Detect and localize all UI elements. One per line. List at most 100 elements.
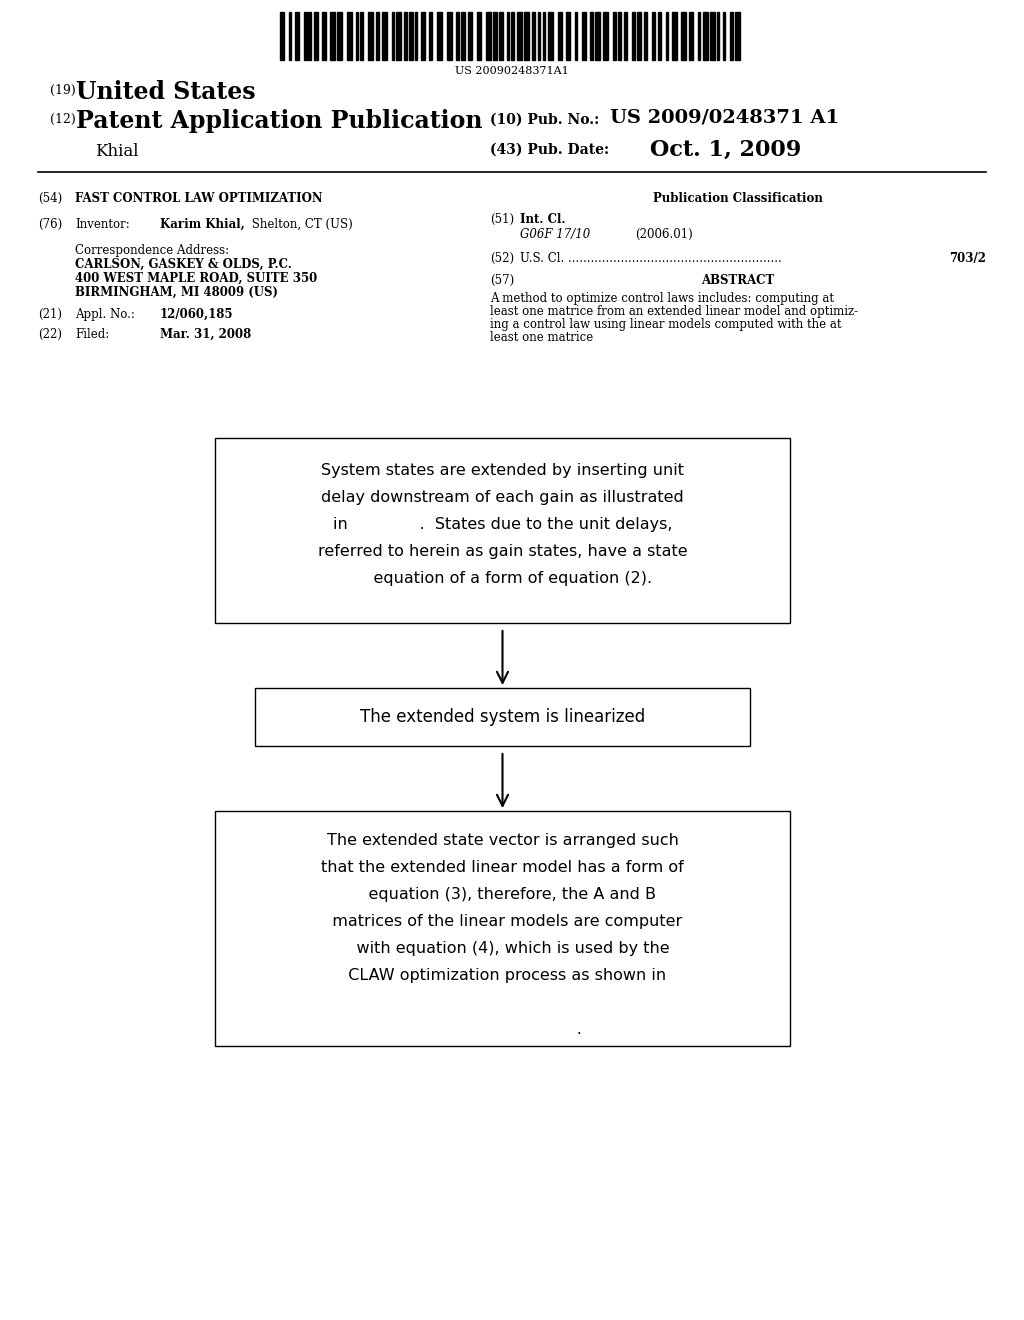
Text: ing a control law using linear models computed with the at: ing a control law using linear models co…	[490, 318, 842, 331]
Bar	[307, 12, 311, 59]
Text: ABSTRACT: ABSTRACT	[701, 275, 774, 286]
Text: Mar. 31, 2008: Mar. 31, 2008	[160, 327, 251, 341]
Text: (76): (76)	[38, 218, 62, 231]
Bar	[499, 12, 503, 59]
Bar	[486, 12, 490, 59]
Bar	[429, 12, 432, 59]
Text: US 20090248371A1: US 20090248371A1	[455, 66, 569, 77]
Bar	[575, 12, 578, 59]
Text: with equation (4), which is used by the: with equation (4), which is used by the	[336, 941, 670, 956]
Bar	[618, 12, 622, 59]
Bar	[215, 438, 790, 623]
Bar	[215, 810, 790, 1045]
Bar	[637, 12, 641, 59]
Text: (2006.01): (2006.01)	[635, 228, 693, 242]
Bar	[595, 12, 600, 59]
Bar	[395, 12, 400, 59]
Bar	[511, 12, 514, 59]
Text: delay downstream of each gain as illustrated: delay downstream of each gain as illustr…	[322, 490, 684, 506]
Text: 400 WEST MAPLE ROAD, SUITE 350: 400 WEST MAPLE ROAD, SUITE 350	[75, 272, 317, 285]
Text: G06F 17/10: G06F 17/10	[520, 228, 590, 242]
Bar	[558, 12, 561, 59]
Bar	[355, 12, 358, 59]
Bar	[524, 12, 529, 59]
Bar	[255, 688, 750, 746]
Bar	[337, 12, 342, 59]
Bar	[382, 12, 387, 59]
Bar	[657, 12, 660, 59]
Bar	[632, 12, 635, 59]
Text: equation of a form of equation (2).: equation of a form of equation (2).	[353, 572, 652, 586]
Bar	[566, 12, 570, 59]
Bar	[280, 12, 284, 59]
Text: referred to herein as gain states, have a state: referred to herein as gain states, have …	[317, 544, 687, 558]
Text: Correspondence Address:: Correspondence Address:	[75, 244, 229, 257]
Bar	[583, 12, 586, 59]
Bar	[437, 12, 442, 59]
Text: 703/2: 703/2	[949, 252, 986, 265]
Text: US 2009/0248371 A1: US 2009/0248371 A1	[610, 110, 840, 127]
Text: Int. Cl.: Int. Cl.	[520, 213, 565, 226]
Text: equation (3), therefore, the A and B: equation (3), therefore, the A and B	[348, 887, 656, 902]
Text: (43) Pub. Date:: (43) Pub. Date:	[490, 143, 609, 157]
Text: Patent Application Publication: Patent Application Publication	[76, 110, 482, 133]
Text: in              .  States due to the unit delays,: in . States due to the unit delays,	[333, 517, 672, 532]
Bar	[689, 12, 693, 59]
Bar	[421, 12, 425, 59]
Bar	[717, 12, 720, 59]
Text: CARLSON, GASKEY & OLDS, P.C.: CARLSON, GASKEY & OLDS, P.C.	[75, 257, 292, 271]
Bar	[347, 12, 351, 59]
Text: (19): (19)	[50, 84, 76, 96]
Bar	[652, 12, 654, 59]
Text: The extended state vector is arranged such: The extended state vector is arranged su…	[327, 833, 679, 847]
Bar	[735, 12, 740, 59]
Bar	[323, 12, 326, 59]
Bar	[456, 12, 459, 59]
Text: least one matrice from an extended linear model and optimiz-: least one matrice from an extended linea…	[490, 305, 858, 318]
Text: Oct. 1, 2009: Oct. 1, 2009	[650, 139, 801, 161]
Bar	[416, 12, 418, 59]
Text: A method to optimize control laws includes: computing at: A method to optimize control laws includ…	[490, 292, 834, 305]
Bar	[538, 12, 540, 59]
Bar	[446, 12, 452, 59]
Bar	[517, 12, 522, 59]
Bar	[477, 12, 481, 59]
Text: BIRMINGHAM, MI 48009 (US): BIRMINGHAM, MI 48009 (US)	[75, 286, 278, 300]
Bar	[376, 12, 379, 59]
Text: (22): (22)	[38, 327, 62, 341]
Bar	[289, 12, 291, 59]
Text: 12/060,185: 12/060,185	[160, 308, 233, 321]
Text: that the extended linear model has a form of: that the extended linear model has a for…	[322, 861, 684, 875]
Bar	[462, 12, 466, 59]
Text: least one matrice: least one matrice	[490, 331, 593, 345]
Text: U.S. Cl. .........................................................: U.S. Cl. ...............................…	[520, 252, 781, 265]
Bar	[532, 12, 536, 59]
Text: United States: United States	[76, 81, 256, 104]
Bar	[360, 12, 364, 59]
Bar	[369, 12, 373, 59]
Bar	[548, 12, 553, 59]
Bar	[673, 12, 677, 59]
Text: (12): (12)	[50, 114, 76, 125]
Bar	[493, 12, 497, 59]
Text: Inventor:: Inventor:	[75, 218, 130, 231]
Bar	[330, 12, 335, 59]
Bar	[603, 12, 607, 59]
Bar	[710, 12, 715, 59]
Bar	[698, 12, 699, 59]
Text: Khial: Khial	[95, 143, 138, 160]
Bar	[403, 12, 407, 59]
Text: Karim Khial,: Karim Khial,	[160, 218, 245, 231]
Text: CLAW optimization process as shown in: CLAW optimization process as shown in	[339, 968, 667, 983]
Bar	[295, 12, 299, 59]
Text: FAST CONTROL LAW OPTIMIZATION: FAST CONTROL LAW OPTIMIZATION	[75, 191, 323, 205]
Bar	[409, 12, 414, 59]
Text: (52): (52)	[490, 252, 514, 265]
Text: (54): (54)	[38, 191, 62, 205]
Bar	[723, 12, 725, 59]
Text: (10) Pub. No.:: (10) Pub. No.:	[490, 114, 599, 127]
Text: matrices of the linear models are computer: matrices of the linear models are comput…	[323, 913, 683, 929]
Bar	[681, 12, 686, 59]
Bar	[314, 12, 318, 59]
Bar	[666, 12, 669, 59]
